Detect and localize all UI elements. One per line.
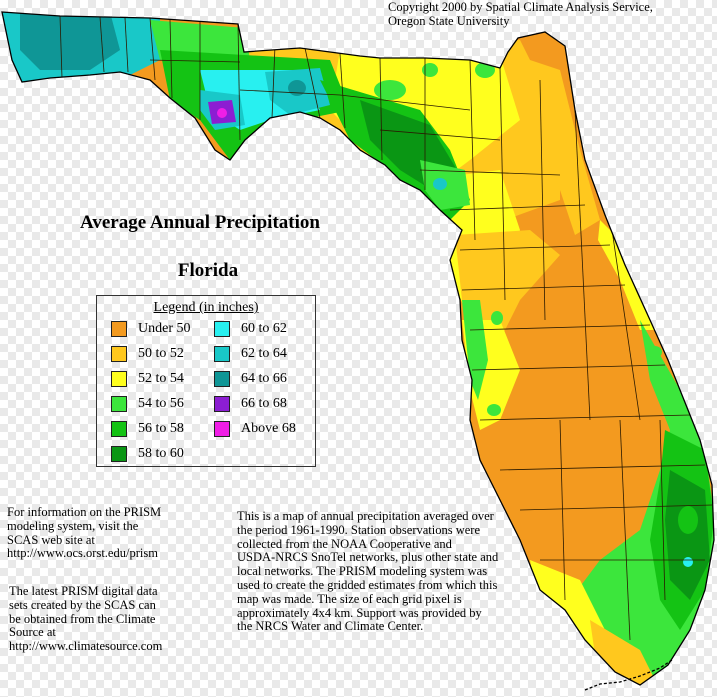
legend-title: Legend (in inches) xyxy=(153,300,259,315)
legend-swatch xyxy=(111,371,127,387)
legend-swatch xyxy=(111,321,127,337)
legend-swatch xyxy=(214,371,230,387)
florida-keys xyxy=(584,659,673,691)
legend-swatch xyxy=(111,446,127,462)
prism-url: http://www.ocs.orst.edu/prism xyxy=(7,546,158,561)
copyright-notice: Copyright 2000 by Spatial Climate Analys… xyxy=(388,0,653,28)
legend-swatch xyxy=(214,396,230,412)
state-name: Florida xyxy=(177,260,239,281)
map-title: Average Annual Precipitation xyxy=(80,212,320,233)
map-description-text: This is a map of annual precipitation av… xyxy=(237,509,499,634)
legend-swatch xyxy=(111,346,127,362)
legend-swatch xyxy=(111,396,127,412)
legend-swatch xyxy=(214,321,230,337)
legend: Legend (in inches) Under 50 50 to 52 52 … xyxy=(96,295,316,467)
county-boundaries xyxy=(59,15,713,641)
climatesource-url: http://www.climatesource.com xyxy=(9,639,163,654)
latest-data-text: The latest PRISM digital data sets creat… xyxy=(9,584,209,654)
prism-info-text: For information on the PRISM modeling sy… xyxy=(7,505,207,561)
legend-swatch xyxy=(111,421,127,437)
legend-swatch xyxy=(214,421,230,437)
legend-swatch xyxy=(214,346,230,362)
